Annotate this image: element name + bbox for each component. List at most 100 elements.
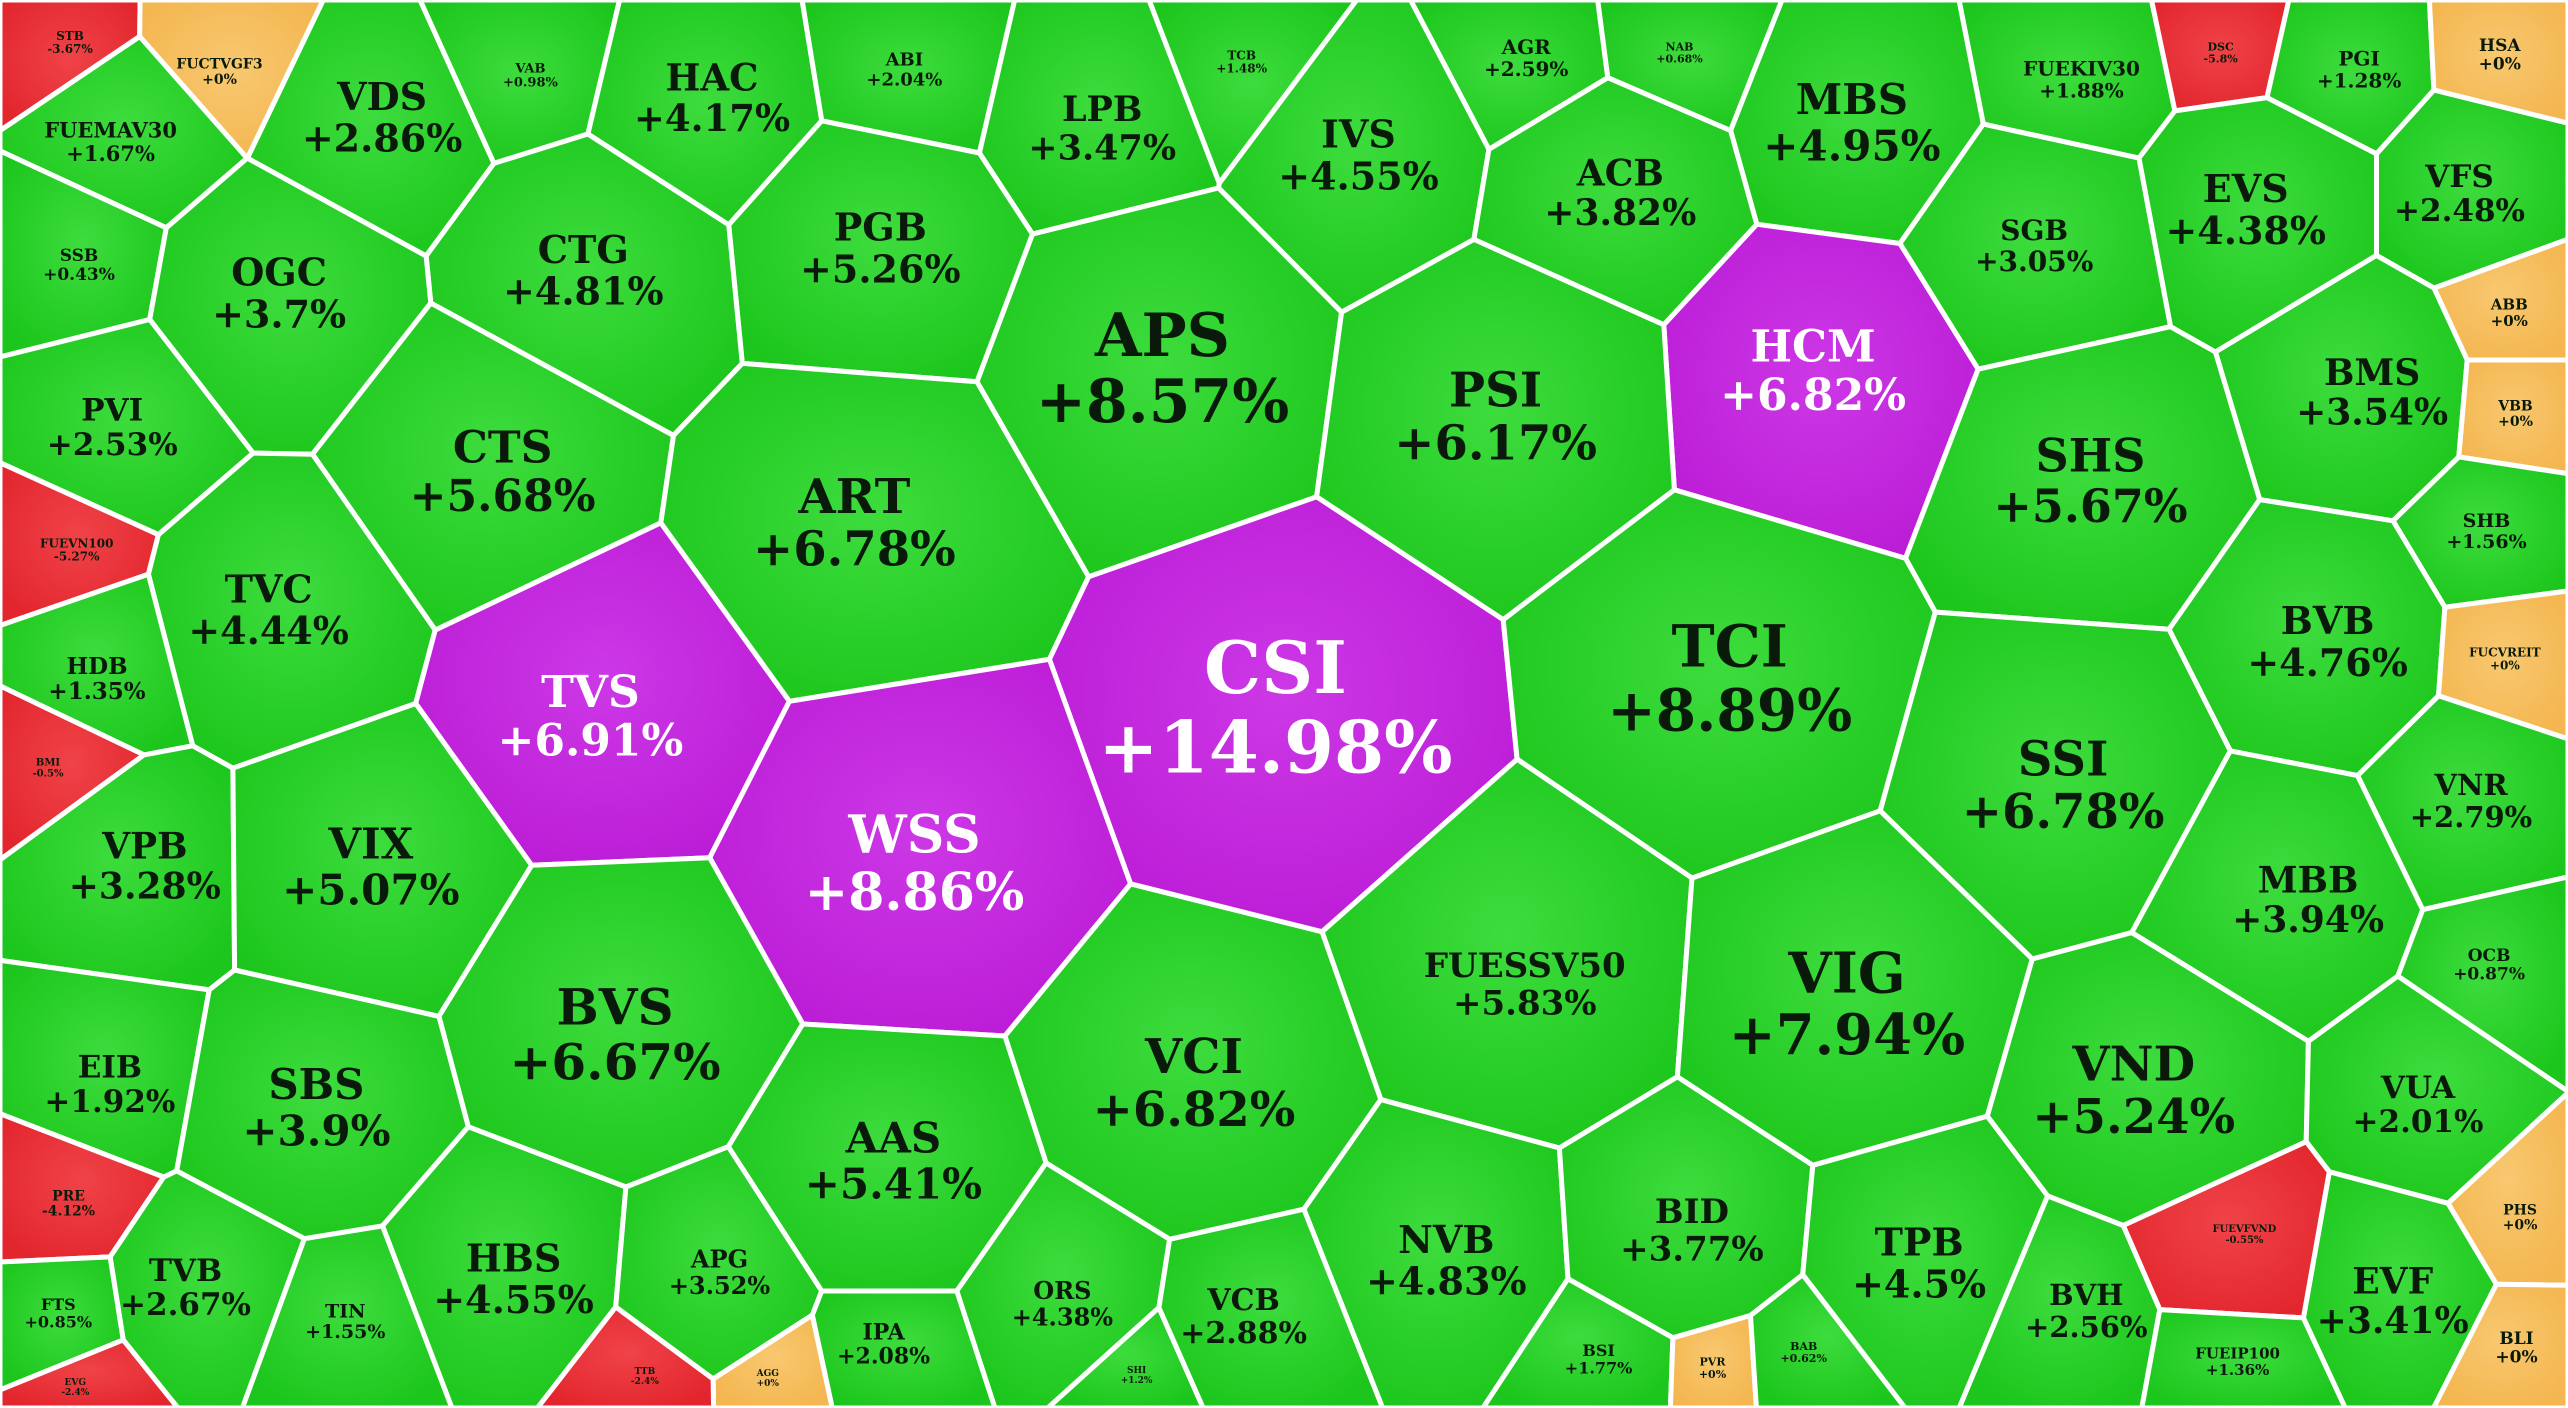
cell-ticker-tcb: TCB [1227,48,1256,62]
cell-change-vnr: +2.79% [2410,800,2533,834]
cell-change-vci: +6.82% [1093,1082,1296,1138]
cell-ticker-wss: WSS [847,805,980,866]
cell-shs[interactable]: SHS+5.67% [1903,324,2263,632]
cell-ticker-fuevfvnd: FUEVFVND [2212,1224,2276,1235]
cell-bvs[interactable]: BVS+6.67% [436,855,806,1190]
cell-lpb[interactable]: LPB+3.47% [976,0,1222,237]
cell-ticker-shi: SHI [1127,1366,1146,1376]
cell-shape-tin[interactable] [239,1223,455,1408]
cell-change-agr: +2.59% [1484,57,1568,81]
cell-shape-bli[interactable] [2431,1281,2568,1408]
cell-change-art: +6.78% [753,522,956,578]
cell-ivs[interactable]: IVS+4.55% [1216,0,1492,315]
cell-ticker-lpb: LPB [1062,89,1143,130]
cell-ticker-sgb: SGB [2000,214,2068,247]
cell-fuessv50[interactable]: FUESSV50+5.83% [1319,756,1695,1151]
cell-change-phs: +0% [2503,1218,2538,1234]
cell-ors[interactable]: ORS+4.38% [954,1160,1173,1408]
cell-psi[interactable]: PSI+6.17% [1314,236,1677,623]
cell-tpb[interactable]: TPB+4.5% [1800,1113,2051,1408]
cell-ticker-tin: TIN [325,1300,365,1322]
cell-shape-shi[interactable] [1045,1305,1206,1408]
cell-ticker-vci: VCI [1144,1029,1243,1085]
cell-shb[interactable]: SHB+1.56% [2390,454,2568,610]
cell-shape-ipa[interactable] [809,1288,998,1408]
cell-pgi[interactable]: PGI+1.28% [2264,0,2437,157]
cell-sbs[interactable]: SBS+3.9% [174,967,471,1242]
cell-ticker-pre: PRE [52,1188,85,1204]
cell-vnd[interactable]: VND+5.24% [1984,930,2311,1228]
cell-acb[interactable]: ACB+3.82% [1471,75,1760,328]
cell-ctg[interactable]: CTG+4.81% [423,131,745,438]
cell-ticker-mbs: MBS [1796,75,1908,124]
cell-ipa[interactable]: IPA+2.08% [809,1288,998,1408]
cell-ticker-ogc: OGC [231,250,327,295]
cell-change-dsc: -5.8% [2204,53,2239,66]
cell-tin[interactable]: TIN+1.55% [239,1223,455,1408]
cell-vbb[interactable]: VBB+0% [2456,357,2568,477]
cell-ticker-ssi: SSI [2018,731,2109,787]
cell-ogc[interactable]: OGC+3.7% [147,155,434,457]
cell-aas[interactable]: AAS+5.41% [725,1021,1049,1294]
cell-ticker-tvc: TVC [225,566,313,611]
cell-shape-ttb[interactable] [534,1304,717,1408]
cell-bli[interactable]: BLI+0% [2431,1281,2568,1408]
cell-ticker-abi: ABI [885,50,924,71]
cell-ticker-bvb: BVB [2281,598,2375,643]
cell-shape-bab[interactable] [1748,1272,1908,1408]
cell-fueip100[interactable]: FUEIP100+1.36% [2139,1307,2348,1408]
cell-ticker-vnd: VND [2071,1036,2195,1092]
cell-cts[interactable]: CTS+5.68% [310,300,676,633]
cell-ticker-vix: VIX [327,819,413,868]
cell-change-ocb: +0.87% [2453,965,2525,985]
cell-ticker-tci: TCI [1671,613,1787,681]
cell-vcb[interactable]: VCB+2.88% [1156,1206,1386,1408]
cell-shi[interactable]: SHI+1.2% [1045,1305,1206,1408]
cell-ticker-hsa: HSA [2479,36,2521,56]
cell-ticker-hbs: HBS [466,1235,561,1280]
cell-hcm[interactable]: HCM+6.82% [1661,221,1981,561]
cell-ticker-pgb: PGB [834,205,927,250]
cell-ticker-bid: BID [1655,1192,1729,1232]
cell-vix[interactable]: VIX+5.07% [230,701,535,1019]
cell-hac[interactable]: HAC+4.17% [585,0,825,228]
cell-change-vcb: +2.88% [1180,1316,1307,1351]
cell-ticker-pgi: PGI [2338,46,2379,70]
cell-hsa[interactable]: HSA+0% [2426,0,2568,126]
cell-bab[interactable]: BAB+0.62% [1748,1272,1908,1408]
cell-change-vfs: +2.48% [2394,193,2525,229]
cell-change-evg: -2.4% [61,1388,89,1398]
cell-ticker-tvb: TVB [149,1253,222,1289]
cell-evg[interactable]: EVG-2.4% [0,1337,181,1408]
cell-ticker-pvi: PVI [81,393,143,429]
cell-change-hsa: +0% [2479,55,2521,75]
cell-ticker-bsi: BSI [1582,1341,1615,1360]
cell-csi[interactable]: CSI+14.98% [1046,494,1520,935]
cell-change-evs: +4.38% [2165,208,2326,253]
cell-tvc[interactable]: TVC+4.44% [145,450,438,771]
cell-shape-hsa[interactable] [2426,0,2568,126]
cell-ttb[interactable]: TTB-2.4% [534,1304,717,1408]
cell-tvb[interactable]: TVB+2.67% [107,1168,307,1408]
cell-ticker-shs: SHS [2036,428,2146,482]
cell-ticker-fuevn100: FUEVN100 [40,537,113,551]
cell-change-ipa: +2.08% [837,1344,930,1370]
cell-change-lpb: +3.47% [1028,128,1176,169]
cell-shape-vcb[interactable] [1156,1206,1386,1408]
cell-vci[interactable]: VCI+6.82% [1002,881,1384,1242]
cell-shape-evg[interactable] [0,1337,181,1408]
cell-change-acb: +3.82% [1544,192,1696,234]
cell-change-mbs: +4.95% [1763,121,1940,170]
cell-change-tci: +8.89% [1607,677,1852,745]
cell-bid[interactable]: BID+3.77% [1556,1074,1816,1341]
cell-ticker-nab: NAB [1666,40,1694,53]
cell-evf[interactable]: EVF+3.41% [2300,1169,2499,1408]
cell-aps[interactable]: APS+8.57% [974,185,1345,580]
cell-ticker-bli: BLI [2499,1329,2533,1349]
cell-ticker-bmi: BMI [36,757,61,768]
cell-ticker-vnr: VNR [2433,768,2508,802]
cell-shape-fueip100[interactable] [2139,1307,2348,1408]
cell-ticker-art: ART [797,469,910,525]
cell-change-abi: +2.04% [866,70,942,91]
cell-eib[interactable]: EIB+1.92% [0,957,212,1180]
